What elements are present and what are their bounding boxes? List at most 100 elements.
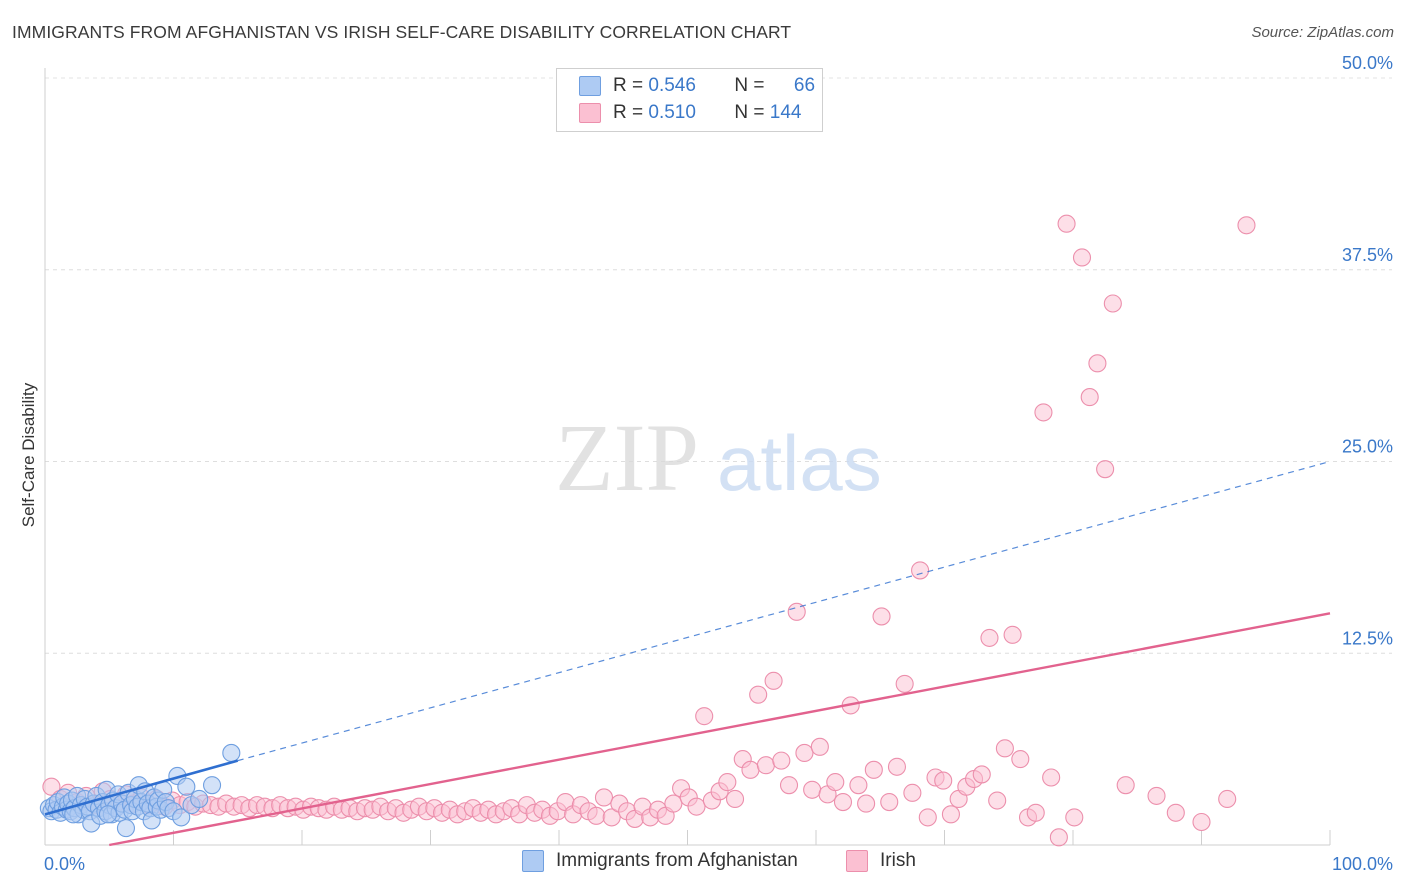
irish-point: [1057, 214, 1076, 233]
afghanistan-trend-line: [44, 759, 239, 816]
irish-point: [718, 773, 737, 792]
irish-point: [880, 792, 899, 812]
irish-point: [1080, 388, 1099, 407]
irish-trend-line: [109, 612, 1331, 847]
irish-point: [725, 789, 745, 809]
source-label: Source: ZipAtlas.com: [1251, 24, 1394, 41]
irish-point: [779, 776, 799, 795]
irish-point: [1103, 294, 1122, 313]
irish-point: [872, 607, 891, 626]
x-tick-label: 0.0%: [44, 854, 85, 874]
trend-lines: [44, 460, 1331, 847]
y-tick-label: 25.0%: [1342, 437, 1393, 457]
irish-point: [903, 783, 922, 802]
afghanistan-n-value: 66: [793, 75, 816, 96]
irish-point: [895, 674, 914, 693]
irish-point: [918, 808, 937, 827]
irish-point: [602, 808, 621, 827]
afghanistan-point: [190, 789, 209, 809]
afghanistan-point: [98, 805, 118, 824]
r-label: R =: [613, 75, 644, 96]
irish-point: [594, 788, 614, 807]
watermark-zip: ZIP: [555, 404, 699, 511]
irish-point: [803, 780, 822, 799]
afghanistan-point: [172, 808, 191, 827]
afghanistan-r-value: 0.546: [648, 75, 696, 96]
irish-r-value: 0.510: [648, 102, 696, 123]
irish-point: [664, 794, 683, 813]
r-label: R =: [613, 102, 644, 123]
irish-point: [849, 776, 868, 795]
afghanistan-point: [222, 743, 241, 763]
watermark: ZIP atlas: [555, 404, 882, 511]
bottom-legend: Immigrants from Afghanistan Irish: [0, 850, 1406, 878]
axes: [44, 68, 1331, 846]
irish-point: [1192, 812, 1211, 832]
irish-point: [980, 628, 999, 647]
afghanistan-points: [39, 743, 241, 838]
irish-point: [1026, 803, 1045, 822]
afghanistan-point: [116, 819, 136, 838]
afghanistan-point: [203, 776, 222, 795]
irish-swatch: [846, 850, 868, 872]
x-tick-label: 100.0%: [1332, 854, 1393, 874]
irish-point: [695, 707, 714, 726]
irish-point: [741, 760, 760, 779]
n-label: N =: [734, 102, 765, 123]
irish-point: [1011, 750, 1030, 769]
axis-labels: 12.5% 25.0% 37.5% 50.0% 0.0% 100.0% Self-Care …: [19, 53, 1393, 874]
irish-point: [1147, 786, 1166, 805]
legend-row-afghanistan: R = 0.546 N = 66: [579, 74, 815, 98]
n-label: N =: [734, 75, 765, 96]
irish-legend-label: Irish: [880, 850, 916, 871]
irish-point: [887, 757, 907, 776]
bottom-legend-afghanistan: Immigrants from Afghanistan: [522, 850, 798, 872]
y-tick-label: 12.5%: [1342, 628, 1393, 648]
irish-point: [833, 792, 853, 812]
bottom-legend-irish: Irish: [846, 850, 916, 872]
irish-point: [995, 739, 1014, 758]
afghanistan-trend-extension: [237, 460, 1331, 762]
irish-point: [972, 765, 991, 784]
irish-point: [795, 743, 814, 763]
afghanistan-point: [177, 777, 196, 796]
y-tick-label: 50.0%: [1342, 53, 1393, 73]
afghanistan-swatch: [522, 850, 544, 872]
irish-point: [1065, 808, 1084, 827]
irish-point: [988, 791, 1007, 810]
irish-point: [1116, 776, 1135, 795]
watermark-atlas: atlas: [717, 419, 882, 507]
irish-point: [787, 602, 806, 621]
irish-point: [42, 777, 61, 796]
irish-point: [1003, 625, 1022, 644]
irish-point: [1049, 828, 1068, 847]
irish-point: [810, 737, 829, 756]
irish-point: [911, 561, 930, 580]
afghanistan-swatch: [579, 76, 601, 96]
irish-point: [857, 794, 876, 813]
irish-n-value: 144: [769, 102, 802, 123]
irish-point: [1042, 768, 1061, 787]
irish-point: [756, 756, 775, 775]
grid-lines: [45, 77, 1392, 654]
irish-swatch: [579, 103, 601, 123]
irish-point: [1218, 789, 1237, 809]
irish-point: [1072, 248, 1092, 267]
irish-point: [772, 751, 791, 770]
irish-point: [1096, 460, 1115, 479]
irish-point: [826, 773, 845, 792]
irish-point: [1237, 216, 1256, 235]
irish-point: [749, 685, 768, 704]
irish-point: [1034, 403, 1053, 422]
y-tick-label: 37.5%: [1342, 245, 1393, 265]
afghanistan-legend-label: Immigrants from Afghanistan: [556, 850, 798, 871]
irish-point: [687, 797, 706, 816]
irish-point: [934, 771, 953, 790]
irish-point: [864, 760, 883, 779]
stats-legend: R = 0.546 N = 66 R = 0.510 N = 144: [556, 68, 823, 132]
legend-row-irish: R = 0.510 N = 144: [579, 101, 810, 125]
chart-title: IMMIGRANTS FROM AFGHANISTAN VS IRISH SEL…: [12, 22, 792, 42]
y-axis-label: Self-Care Disability: [19, 382, 38, 527]
irish-point: [764, 671, 783, 690]
